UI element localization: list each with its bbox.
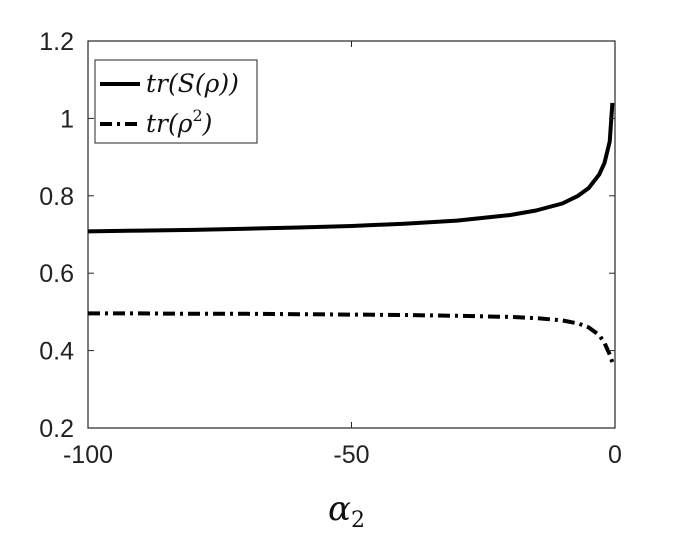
- x-axis-label-base: α: [328, 489, 351, 529]
- legend-label-series-2-main: tr(ρ: [146, 109, 193, 138]
- series-line-1: [87, 102, 615, 234]
- y-tick-label: 0.6: [39, 260, 74, 288]
- x-tick-label: -100: [63, 441, 113, 469]
- y-tick-label: 1.2: [39, 28, 74, 56]
- y-tick-label: 0.2: [39, 415, 74, 443]
- legend-label-series-2-close: ): [202, 109, 213, 138]
- y-tick-label: 0.8: [39, 183, 74, 211]
- legend: tr(S(ρ)) tr(ρ2): [94, 59, 258, 144]
- x-axis-label-subscript: 2: [351, 508, 365, 533]
- legend-box: [94, 59, 258, 144]
- y-tick-label: 0.4: [39, 338, 74, 366]
- series-line-2: [88, 311, 615, 363]
- y-tick-label: 1: [60, 105, 74, 133]
- legend-label-series-2: tr(ρ2): [146, 106, 212, 138]
- legend-label-series-2-sup: 2: [192, 106, 202, 125]
- series-layer: [87, 102, 615, 363]
- x-axis-label: α 2: [328, 489, 365, 533]
- legend-label-series-1: tr(S(ρ)): [146, 69, 239, 98]
- x-tick-label: -50: [333, 441, 369, 469]
- x-tick-label: 0: [608, 441, 622, 469]
- tick-layer: -100 -50 0 0.2 0.4 0.6 0.8 1 1.2: [39, 28, 622, 469]
